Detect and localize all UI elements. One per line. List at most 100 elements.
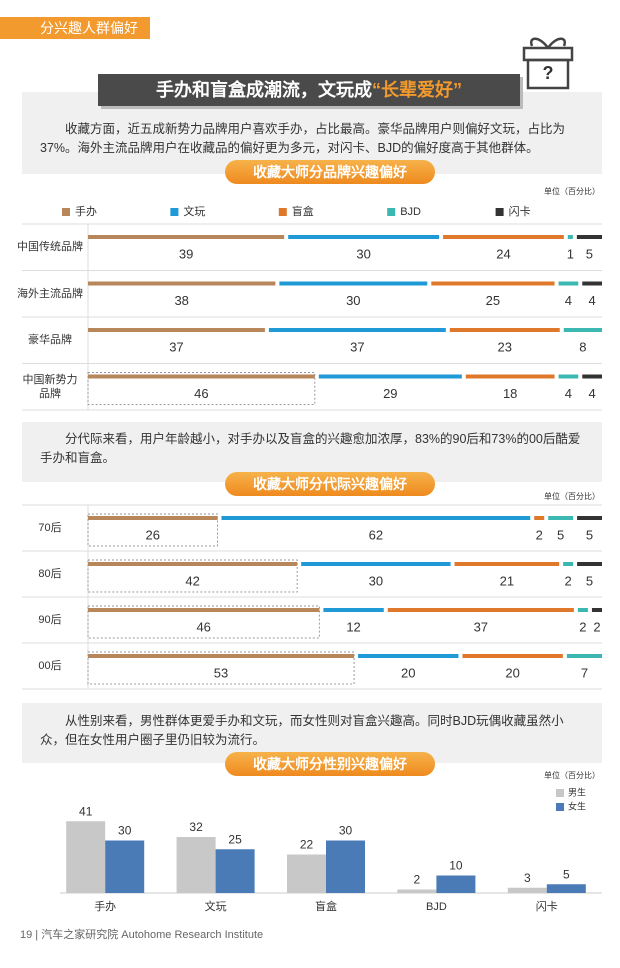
bar — [215, 849, 255, 893]
value-label: 8 — [579, 339, 586, 354]
bar-segment — [465, 374, 555, 379]
legend-swatch — [62, 208, 70, 216]
bar-segment — [88, 608, 320, 612]
bar — [507, 887, 547, 893]
value-label: 12 — [346, 619, 360, 634]
bar-segment — [318, 374, 462, 379]
bar-segment — [534, 516, 545, 520]
footer: 19 | 汽车之家研究院 Autohome Research Institute — [20, 929, 264, 941]
bar-segment — [558, 281, 579, 286]
bar-segment — [387, 608, 574, 612]
value-label: 46 — [196, 619, 210, 634]
bar-segment — [563, 328, 602, 332]
bar-segment — [221, 516, 531, 520]
value-label: 2 — [536, 527, 543, 542]
bar-segment — [88, 328, 265, 332]
row-label: 中国传统品牌 — [17, 241, 83, 254]
gift-icon — [522, 37, 574, 90]
bar-segment — [88, 654, 355, 658]
bar — [66, 821, 106, 893]
unit-label: 单位（百分比） — [544, 186, 600, 196]
paragraph: 分代际来看，用户年龄越小，对手办以及盲盒的兴趣愈加浓厚，83%的90后和73%的… — [40, 432, 581, 465]
row-label: 80后 — [38, 568, 62, 580]
legend-swatch — [495, 208, 504, 216]
headline: 手办和盲盒成潮流，文玩成“长辈爱好” — [98, 74, 520, 106]
value-label: 5 — [586, 573, 593, 588]
value-label: 5 — [586, 527, 593, 542]
x-tick-label: 手办 — [94, 899, 116, 913]
row-label: 90后 — [38, 614, 62, 626]
bar — [105, 840, 145, 893]
value-label: 23 — [498, 339, 512, 354]
value-label: 42 — [185, 573, 199, 588]
paragraph: 收藏方面，近五成新势力品牌用户喜欢手办，占比最高。豪华品牌用户则偏好文玩，占比为… — [40, 122, 566, 155]
value-label: 53 — [214, 665, 228, 680]
value-label: 30 — [356, 246, 370, 261]
value-label: 37 — [474, 619, 488, 634]
value-label: 2 — [565, 573, 572, 588]
value-label: 21 — [500, 573, 514, 588]
bar-segment — [567, 235, 573, 239]
headline-highlight: “长辈爱好” — [372, 80, 462, 100]
bar-segment — [558, 374, 579, 379]
legend-label: 手办 — [75, 204, 97, 218]
value-label: 4 — [589, 386, 596, 401]
x-tick-label: BJD — [426, 901, 447, 913]
value-label: 32 — [189, 820, 203, 834]
value-label: 25 — [228, 832, 242, 846]
value-label: 2 — [593, 619, 600, 634]
bar — [326, 840, 365, 893]
bar-segment — [591, 608, 602, 612]
paragraph: 从性别来看，男性群体更爱手办和文玩，而女性则对盲盒兴趣高。同时BJD玩偶收藏虽然… — [40, 714, 564, 747]
bar-segment — [582, 281, 602, 286]
bar-segment — [577, 516, 602, 520]
unit-label: 单位（百分比） — [544, 770, 600, 780]
highlight-box — [87, 513, 218, 547]
legend-label: 女生 — [568, 800, 586, 811]
bar-segment — [288, 235, 440, 239]
value-label: 18 — [503, 386, 517, 401]
unit-label: 单位（百分比） — [544, 491, 600, 501]
highlight-box — [87, 372, 316, 405]
row-label: 00后 — [38, 660, 62, 672]
bar-segment — [462, 654, 563, 658]
chart-title: 收藏大师分品牌兴趣偏好 — [225, 160, 435, 184]
legend-swatch — [170, 208, 179, 216]
bar-segment — [449, 328, 560, 332]
bar-segment — [88, 516, 218, 520]
row-label: 70后 — [38, 522, 62, 534]
chart-title: 收藏大师分性别兴趣偏好 — [225, 752, 435, 776]
x-tick-label: 文玩 — [205, 899, 227, 913]
legend-label: 男生 — [568, 786, 586, 797]
value-label: 5 — [557, 527, 564, 542]
row-label: 豪华品牌 — [28, 334, 72, 347]
value-label: 30 — [346, 293, 360, 308]
value-label: 29 — [383, 386, 397, 401]
legend-swatch — [278, 208, 287, 216]
row-label: 中国新势力品牌 — [22, 373, 78, 400]
bar-segment — [268, 328, 446, 332]
value-label: 22 — [300, 838, 314, 852]
value-label: 39 — [179, 246, 193, 261]
legend-label: 盲盒 — [292, 204, 314, 218]
value-label: 37 — [350, 339, 364, 354]
highlight-box — [87, 651, 355, 685]
value-label: 1 — [567, 246, 574, 261]
bar-segment — [88, 374, 315, 379]
value-label: 30 — [339, 824, 353, 838]
value-label: 38 — [174, 293, 188, 308]
bar-segment — [88, 281, 276, 286]
value-label: 46 — [194, 386, 208, 401]
value-label: 7 — [581, 665, 588, 680]
chart-title: 收藏大师分代际兴趣偏好 — [225, 472, 435, 496]
bar — [546, 884, 586, 893]
bar-segment — [88, 562, 298, 566]
bar-segment — [443, 235, 564, 239]
bar-segment — [566, 654, 602, 658]
headline-bg — [98, 74, 520, 106]
tag-bg — [0, 17, 150, 39]
legend-label: 闪卡 — [509, 204, 531, 218]
value-label: 2 — [414, 873, 421, 887]
bar-segment — [431, 281, 555, 286]
